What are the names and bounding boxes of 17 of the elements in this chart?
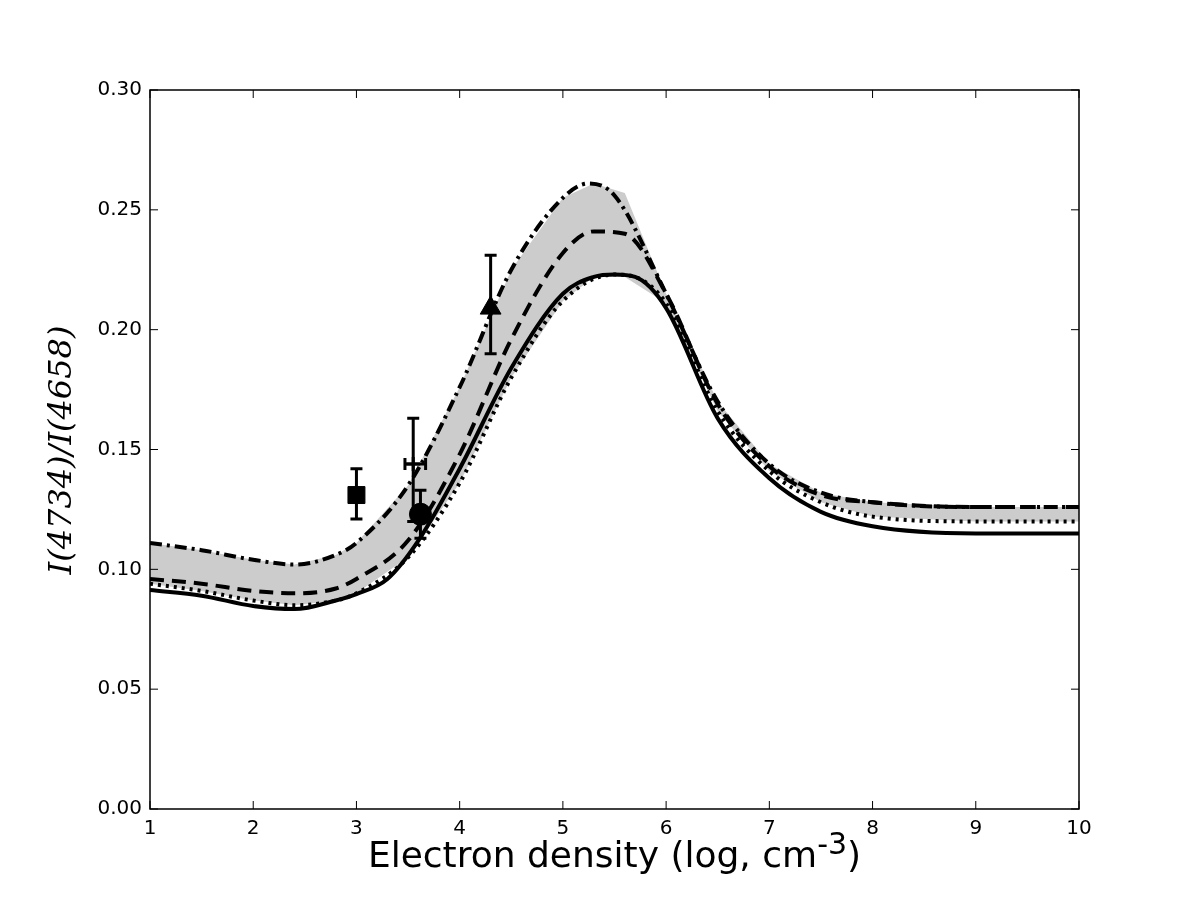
y-tick-label: 0.20 (97, 315, 142, 340)
y-tick-label: 0.05 (97, 675, 142, 700)
x-tick-label: 1 (143, 815, 157, 840)
y-tick-label: 0.00 (97, 795, 142, 820)
x-tick-label: 10 (1066, 815, 1092, 840)
y-tick-label: 0.30 (97, 76, 142, 101)
x-tick-label: 6 (659, 815, 673, 840)
x-tick-label: 7 (762, 815, 776, 840)
x-tick-label: 4 (453, 815, 467, 840)
y-tick-label: 0.25 (97, 196, 142, 221)
y-tick-label: 0.15 (97, 435, 142, 460)
x-tick-label: 9 (969, 815, 983, 840)
y-axis-title: I(4734)/I(4658) (41, 325, 79, 575)
x-tick-label: 2 (246, 815, 260, 840)
x-tick-label: 3 (350, 815, 363, 840)
y-tick-label: 0.10 (97, 555, 142, 580)
x-tick-label: 8 (866, 815, 879, 840)
